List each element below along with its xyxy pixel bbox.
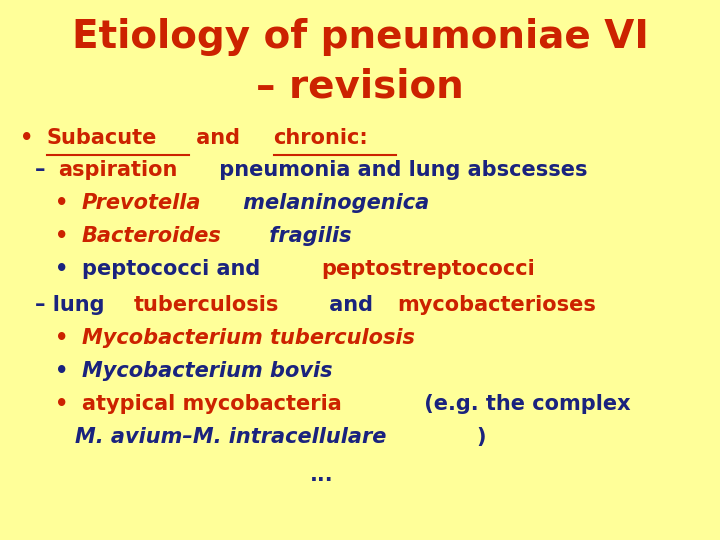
Text: peptostreptococci: peptostreptococci [321, 259, 535, 279]
Text: Bacteroides: Bacteroides [81, 226, 221, 246]
Text: chronic:: chronic: [274, 128, 369, 148]
Text: ...: ... [310, 465, 333, 485]
Text: – lung: – lung [35, 295, 112, 315]
Text: – revision: – revision [256, 68, 464, 106]
Text: tuberculosis: tuberculosis [134, 295, 279, 315]
Text: Mycobacterium bovis: Mycobacterium bovis [81, 361, 332, 381]
Text: •: • [55, 361, 76, 381]
Text: peptococci and: peptococci and [81, 259, 267, 279]
Text: and: and [189, 128, 255, 148]
Text: M. avium–M. intracellulare: M. avium–M. intracellulare [75, 427, 387, 447]
Text: (e.g. the complex: (e.g. the complex [417, 394, 631, 414]
Text: •: • [20, 128, 40, 148]
Text: Prevotella: Prevotella [81, 193, 201, 213]
Text: pneumonia and lung abscesses: pneumonia and lung abscesses [212, 160, 588, 180]
Text: and: and [322, 295, 380, 315]
Text: fragilis: fragilis [262, 226, 351, 246]
Text: Etiology of pneumoniae VI: Etiology of pneumoniae VI [71, 18, 649, 56]
Text: atypical mycobacteria: atypical mycobacteria [81, 394, 341, 414]
Text: •: • [55, 226, 76, 246]
Text: mycobacterioses: mycobacterioses [397, 295, 595, 315]
Text: Mycobacterium tuberculosis: Mycobacterium tuberculosis [81, 328, 415, 348]
Text: aspiration: aspiration [58, 160, 177, 180]
Text: •: • [55, 259, 76, 279]
Text: Subacute: Subacute [47, 128, 157, 148]
Text: •: • [55, 394, 76, 414]
Text: melaninogenica: melaninogenica [236, 193, 429, 213]
Text: •: • [55, 328, 76, 348]
Text: •: • [55, 193, 76, 213]
Text: –: – [35, 160, 53, 180]
Text: ): ) [477, 427, 486, 447]
